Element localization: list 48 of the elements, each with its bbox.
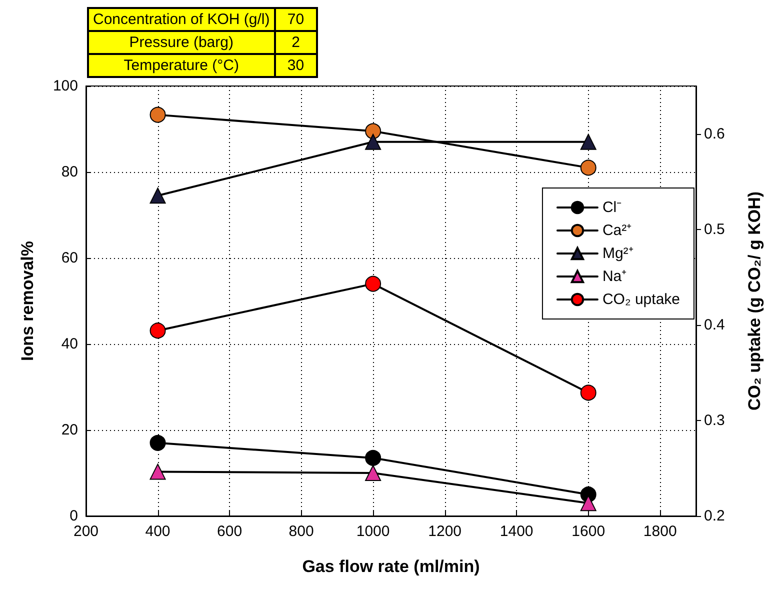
x-axis-title: Gas flow rate (ml/min): [302, 557, 480, 576]
y-tick-label: 20: [61, 422, 78, 438]
y-tick-label: 100: [52, 78, 78, 94]
legend-label: Na⁺: [602, 268, 627, 285]
point: [365, 123, 382, 140]
text: 30: [274, 54, 317, 77]
text: Concentration of KOH (g/l): [88, 8, 275, 31]
y2-tick-label: 0.2: [704, 508, 725, 524]
x-tick-label: 400: [145, 523, 170, 540]
point: [580, 160, 596, 176]
point: [150, 434, 166, 451]
point: [365, 134, 382, 150]
y2-tick-label: 0.3: [704, 412, 725, 429]
y2-tick-label: 0.5: [704, 220, 725, 238]
x-tick-label: 1600: [572, 523, 606, 540]
legend-label: CO₂ uptake: [602, 291, 680, 308]
x-tick-label: 600: [217, 523, 242, 540]
y-axis-title: Ions removal%: [18, 241, 37, 361]
x-tick-label: 1800: [643, 523, 677, 540]
point: [580, 384, 596, 401]
point: [580, 134, 596, 150]
point: [365, 465, 382, 481]
y-tick-label: 40: [61, 336, 78, 352]
y2-tick-label: 0.4: [704, 316, 725, 334]
point: [150, 188, 166, 204]
legend-label: Cl⁻: [602, 199, 622, 216]
y-tick-label: 60: [61, 250, 78, 266]
point: [150, 106, 166, 123]
text: Pressure (barg): [88, 31, 275, 54]
point: [365, 276, 382, 292]
point: [580, 495, 596, 512]
text: Temperature (°C): [88, 54, 275, 77]
text: 70: [274, 8, 317, 31]
point: [150, 322, 166, 339]
point: [365, 450, 382, 466]
y2-axis-title: CO₂ uptake (g CO₂/ g KOH): [745, 191, 764, 411]
x-tick-label: 200: [73, 523, 99, 540]
y2-tick-label: 0.6: [704, 125, 725, 142]
text: 2: [274, 31, 317, 54]
point: [150, 464, 166, 480]
x-tick-label: 800: [288, 523, 314, 540]
y-tick-label: 0: [70, 508, 78, 524]
x-tick-label: 1000: [356, 523, 390, 540]
x-tick-label: 1200: [428, 523, 462, 540]
legend-label: Mg²⁺: [602, 245, 634, 262]
y-tick-label: 80: [61, 164, 78, 180]
x-tick-label: 1400: [500, 523, 534, 540]
legend-label: Ca²⁺: [602, 222, 632, 239]
